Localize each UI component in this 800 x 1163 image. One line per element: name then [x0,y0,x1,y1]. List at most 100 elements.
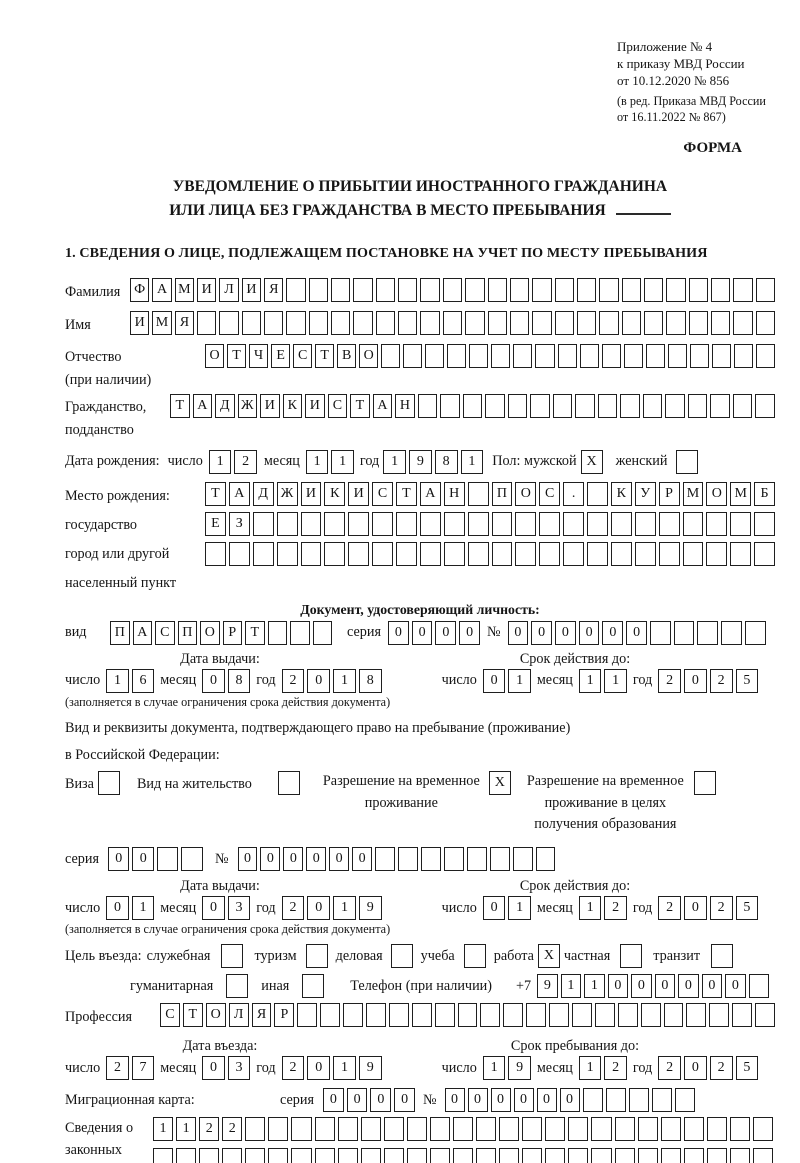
char-cell[interactable]: Я [174,311,195,336]
char-cell[interactable]: Н [395,393,415,418]
char-cell[interactable] [417,393,438,418]
char-cell[interactable] [300,541,322,566]
char-cell[interactable]: 0 [684,896,707,921]
char-cell[interactable]: И [241,278,262,303]
char-cell[interactable]: О [205,344,225,369]
char-cell[interactable]: 0 [202,896,225,921]
char-cell[interactable] [660,1117,681,1142]
char-cell[interactable] [219,311,239,336]
char-cell[interactable] [673,620,695,645]
char-cell[interactable] [645,344,665,369]
char-cell[interactable] [372,511,393,536]
char-cell[interactable]: 2 [709,896,733,921]
char-cell[interactable]: 0 [370,1088,392,1113]
char-cell[interactable] [300,511,322,536]
char-cell[interactable]: 2 [281,896,305,921]
char-cell[interactable] [383,1117,404,1142]
char-cell[interactable] [591,1117,612,1142]
char-cell[interactable] [396,541,417,566]
char-cell[interactable] [532,311,552,336]
char-cell[interactable]: Р [222,620,242,645]
char-cell[interactable]: 0 [411,620,433,645]
char-cell[interactable]: С [539,481,561,506]
char-cell[interactable] [398,311,418,336]
char-cell[interactable] [434,1003,455,1028]
char-cell[interactable] [557,344,577,369]
char-cell[interactable]: 5 [735,668,759,693]
char-cell[interactable]: Ж [237,393,258,418]
char-cell[interactable]: 1 [578,668,602,693]
char-cell[interactable] [605,1088,626,1113]
char-cell[interactable] [331,278,351,303]
char-cell[interactable] [587,511,608,536]
char-cell[interactable] [442,311,463,336]
char-cell[interactable]: Р [274,1003,295,1028]
char-cell[interactable]: 2 [281,1056,305,1081]
temp-residence-checkbox[interactable]: X [488,771,511,796]
char-cell[interactable] [666,278,686,303]
char-cell[interactable]: 1 [482,1056,506,1081]
char-cell[interactable]: 0 [459,620,480,645]
char-cell[interactable] [610,541,632,566]
char-cell[interactable] [343,1003,364,1028]
char-cell[interactable] [706,511,728,536]
char-cell[interactable] [205,541,226,566]
char-cell[interactable] [467,541,489,566]
char-cell[interactable] [530,393,550,418]
char-cell[interactable]: 0 [531,620,552,645]
char-cell[interactable]: Б [754,481,775,506]
char-cell[interactable]: 0 [307,668,331,693]
char-cell[interactable] [587,481,608,506]
char-cell[interactable] [465,278,485,303]
char-cell[interactable] [515,511,537,536]
char-cell[interactable] [308,311,329,336]
char-cell[interactable]: 0 [202,668,225,693]
char-cell[interactable] [733,344,753,369]
char-cell[interactable] [222,1148,243,1163]
char-cell[interactable] [579,344,599,369]
char-cell[interactable] [634,541,656,566]
char-cell[interactable] [711,344,731,369]
char-cell[interactable] [491,541,513,566]
char-cell[interactable] [331,311,351,336]
char-cell[interactable]: А [419,481,441,506]
char-cell[interactable] [277,771,300,796]
char-cell[interactable]: 0 [352,847,373,872]
char-cell[interactable] [576,311,597,336]
char-cell[interactable] [568,1148,589,1163]
char-cell[interactable] [312,620,332,645]
char-cell[interactable] [729,1117,751,1142]
char-cell[interactable]: 1 [333,668,356,693]
char-cell[interactable]: X [580,449,603,474]
char-cell[interactable]: И [300,481,322,506]
char-cell[interactable] [554,278,574,303]
char-cell[interactable] [499,1148,520,1163]
char-cell[interactable]: 2 [709,1056,733,1081]
char-cell[interactable] [491,344,511,369]
char-cell[interactable] [197,311,217,336]
char-cell[interactable] [582,1088,603,1113]
char-cell[interactable] [419,541,441,566]
char-cell[interactable]: 2 [604,896,627,921]
char-cell[interactable] [420,278,440,303]
char-cell[interactable]: 1 [153,1117,174,1142]
char-cell[interactable] [443,847,464,872]
char-cell[interactable]: 3 [227,896,251,921]
char-cell[interactable] [730,511,752,536]
char-cell[interactable]: 0 [684,1056,707,1081]
char-cell[interactable]: Ч [249,344,269,369]
char-cell[interactable] [513,344,533,369]
char-cell[interactable] [314,1117,335,1142]
char-cell[interactable] [637,1148,658,1163]
char-cell[interactable]: Т [170,393,190,418]
char-cell[interactable] [512,847,533,872]
char-cell[interactable] [753,1117,774,1142]
char-cell[interactable] [599,278,619,303]
